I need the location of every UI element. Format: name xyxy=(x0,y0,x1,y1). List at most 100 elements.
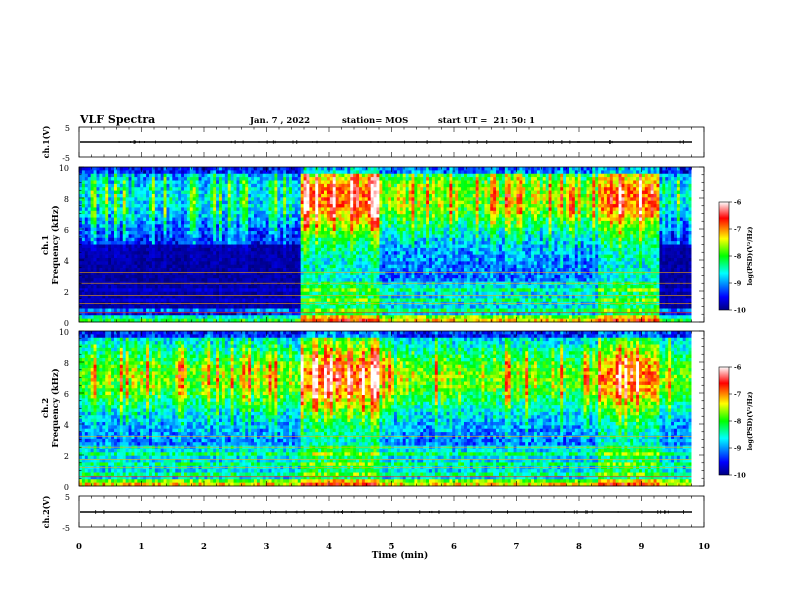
spectrogram-cell xyxy=(231,177,234,181)
spectrogram-cell xyxy=(347,241,350,245)
spectrogram-cell xyxy=(117,258,120,262)
spectrogram-cell xyxy=(102,180,105,184)
spectrogram-cell xyxy=(117,285,120,289)
spectrogram-cell xyxy=(368,251,371,255)
spectrogram-cell xyxy=(204,191,207,195)
spectrogram-cell xyxy=(307,207,310,211)
spectrogram-cell xyxy=(254,174,257,178)
spectrogram-cell xyxy=(301,245,304,249)
spectrogram-cell xyxy=(286,204,289,208)
spectrogram-cell xyxy=(309,187,312,191)
spectrogram-cell xyxy=(132,214,135,218)
spectrogram-cell xyxy=(362,245,365,249)
spectrogram-cell xyxy=(377,231,380,235)
spectrogram-cell xyxy=(342,187,345,191)
spectrogram-cell xyxy=(102,275,105,279)
spectrogram-cell xyxy=(108,265,111,269)
spectrogram-cell xyxy=(111,177,114,181)
spectrogram-cell xyxy=(315,218,318,222)
spectrogram-cell xyxy=(359,265,362,269)
spectrogram-cell xyxy=(312,241,315,245)
spectrogram-cell xyxy=(152,275,155,279)
spectrogram-cell xyxy=(269,170,272,174)
spectrogram-cell xyxy=(374,265,377,269)
spectrogram-cell xyxy=(187,248,190,252)
spectrogram-cell xyxy=(298,288,301,292)
spectrogram-cell xyxy=(298,197,301,201)
spectrogram-cell xyxy=(123,255,126,259)
spectrogram-cell xyxy=(178,231,181,235)
spectrogram-cell xyxy=(272,231,275,235)
spectrogram-cell xyxy=(353,228,356,232)
spectrogram-cell xyxy=(178,285,181,289)
spectrogram-cell xyxy=(222,197,225,201)
spectrogram-cell xyxy=(353,315,356,319)
spectrogram-cell xyxy=(167,170,170,174)
spectrogram-cell xyxy=(330,248,333,252)
spectrogram-cell xyxy=(134,187,137,191)
spectrogram-cell xyxy=(88,184,91,188)
spectrogram-cell xyxy=(292,309,295,313)
spectrogram-cell xyxy=(114,285,117,289)
spectrogram-cell xyxy=(152,211,155,215)
spectrogram-cell xyxy=(274,177,277,181)
spectrogram-cell xyxy=(248,201,251,205)
spectrogram-cell xyxy=(152,241,155,245)
spectrogram-cell xyxy=(266,278,269,282)
spectrogram-cell xyxy=(102,191,105,195)
spectrogram-cell xyxy=(82,298,85,302)
spectrogram-cell xyxy=(152,187,155,191)
spectrogram-cell xyxy=(312,191,315,195)
spectrogram-cell xyxy=(181,234,184,238)
spectrogram-cell xyxy=(365,170,368,174)
spectrogram-cell xyxy=(175,265,178,269)
spectrogram-cell xyxy=(239,207,242,211)
spectrogram-cell xyxy=(298,177,301,181)
spectrogram-cell xyxy=(210,275,213,279)
spectrogram-cell xyxy=(146,305,149,309)
spectrogram-cell xyxy=(263,261,266,265)
spectrogram-cell xyxy=(114,211,117,215)
spectrogram-cell xyxy=(132,191,135,195)
spectrogram-cell xyxy=(239,184,242,188)
spectrogram-cell xyxy=(172,167,175,171)
spectrogram-cell xyxy=(321,211,324,215)
spectrogram-cell xyxy=(333,315,336,319)
spectrogram-cell xyxy=(245,275,248,279)
spectrogram-cell xyxy=(231,298,234,302)
spectrogram-cell xyxy=(321,218,324,222)
spectrogram-cell xyxy=(347,211,350,215)
spectrogram-cell xyxy=(129,265,132,269)
vlf-figure: VLF Spectra Jan. 7 , 2022 station= MOS s… xyxy=(0,0,792,612)
spectrogram-cell xyxy=(254,201,257,205)
spectrogram-cell xyxy=(97,207,100,211)
spectrogram-cell xyxy=(146,241,149,245)
spectrogram-cell xyxy=(301,278,304,282)
spectrogram-cell xyxy=(362,197,365,201)
spectrogram-cell xyxy=(245,255,248,259)
spectrogram-cell xyxy=(239,248,242,252)
spectrogram-cell xyxy=(379,191,382,195)
spectrogram-cell xyxy=(295,211,298,215)
spectrogram-cell xyxy=(120,251,123,255)
spectrogram-cell xyxy=(169,255,172,259)
spectrogram-cell xyxy=(237,238,240,242)
spectrogram-cell xyxy=(85,214,88,218)
spectrogram-cell xyxy=(213,241,216,245)
spectrogram-cell xyxy=(102,241,105,245)
spectrogram-cell xyxy=(97,241,100,245)
spectrogram-cell xyxy=(178,265,181,269)
spectrogram-cell xyxy=(210,251,213,255)
spectrogram-cell xyxy=(377,258,380,262)
spectrogram-cell xyxy=(161,214,164,218)
spectrogram-cell xyxy=(239,245,242,249)
spectrogram-cell xyxy=(356,255,359,259)
spectrogram-cell xyxy=(333,245,336,249)
spectrogram-cell xyxy=(289,258,292,262)
spectrogram-cell xyxy=(123,248,126,252)
spectrogram-cell xyxy=(210,218,213,222)
spectrogram-cell xyxy=(82,248,85,252)
spectrogram-cell xyxy=(379,207,382,211)
spectrogram-cell xyxy=(344,167,347,171)
spectrogram-cell xyxy=(350,177,353,181)
